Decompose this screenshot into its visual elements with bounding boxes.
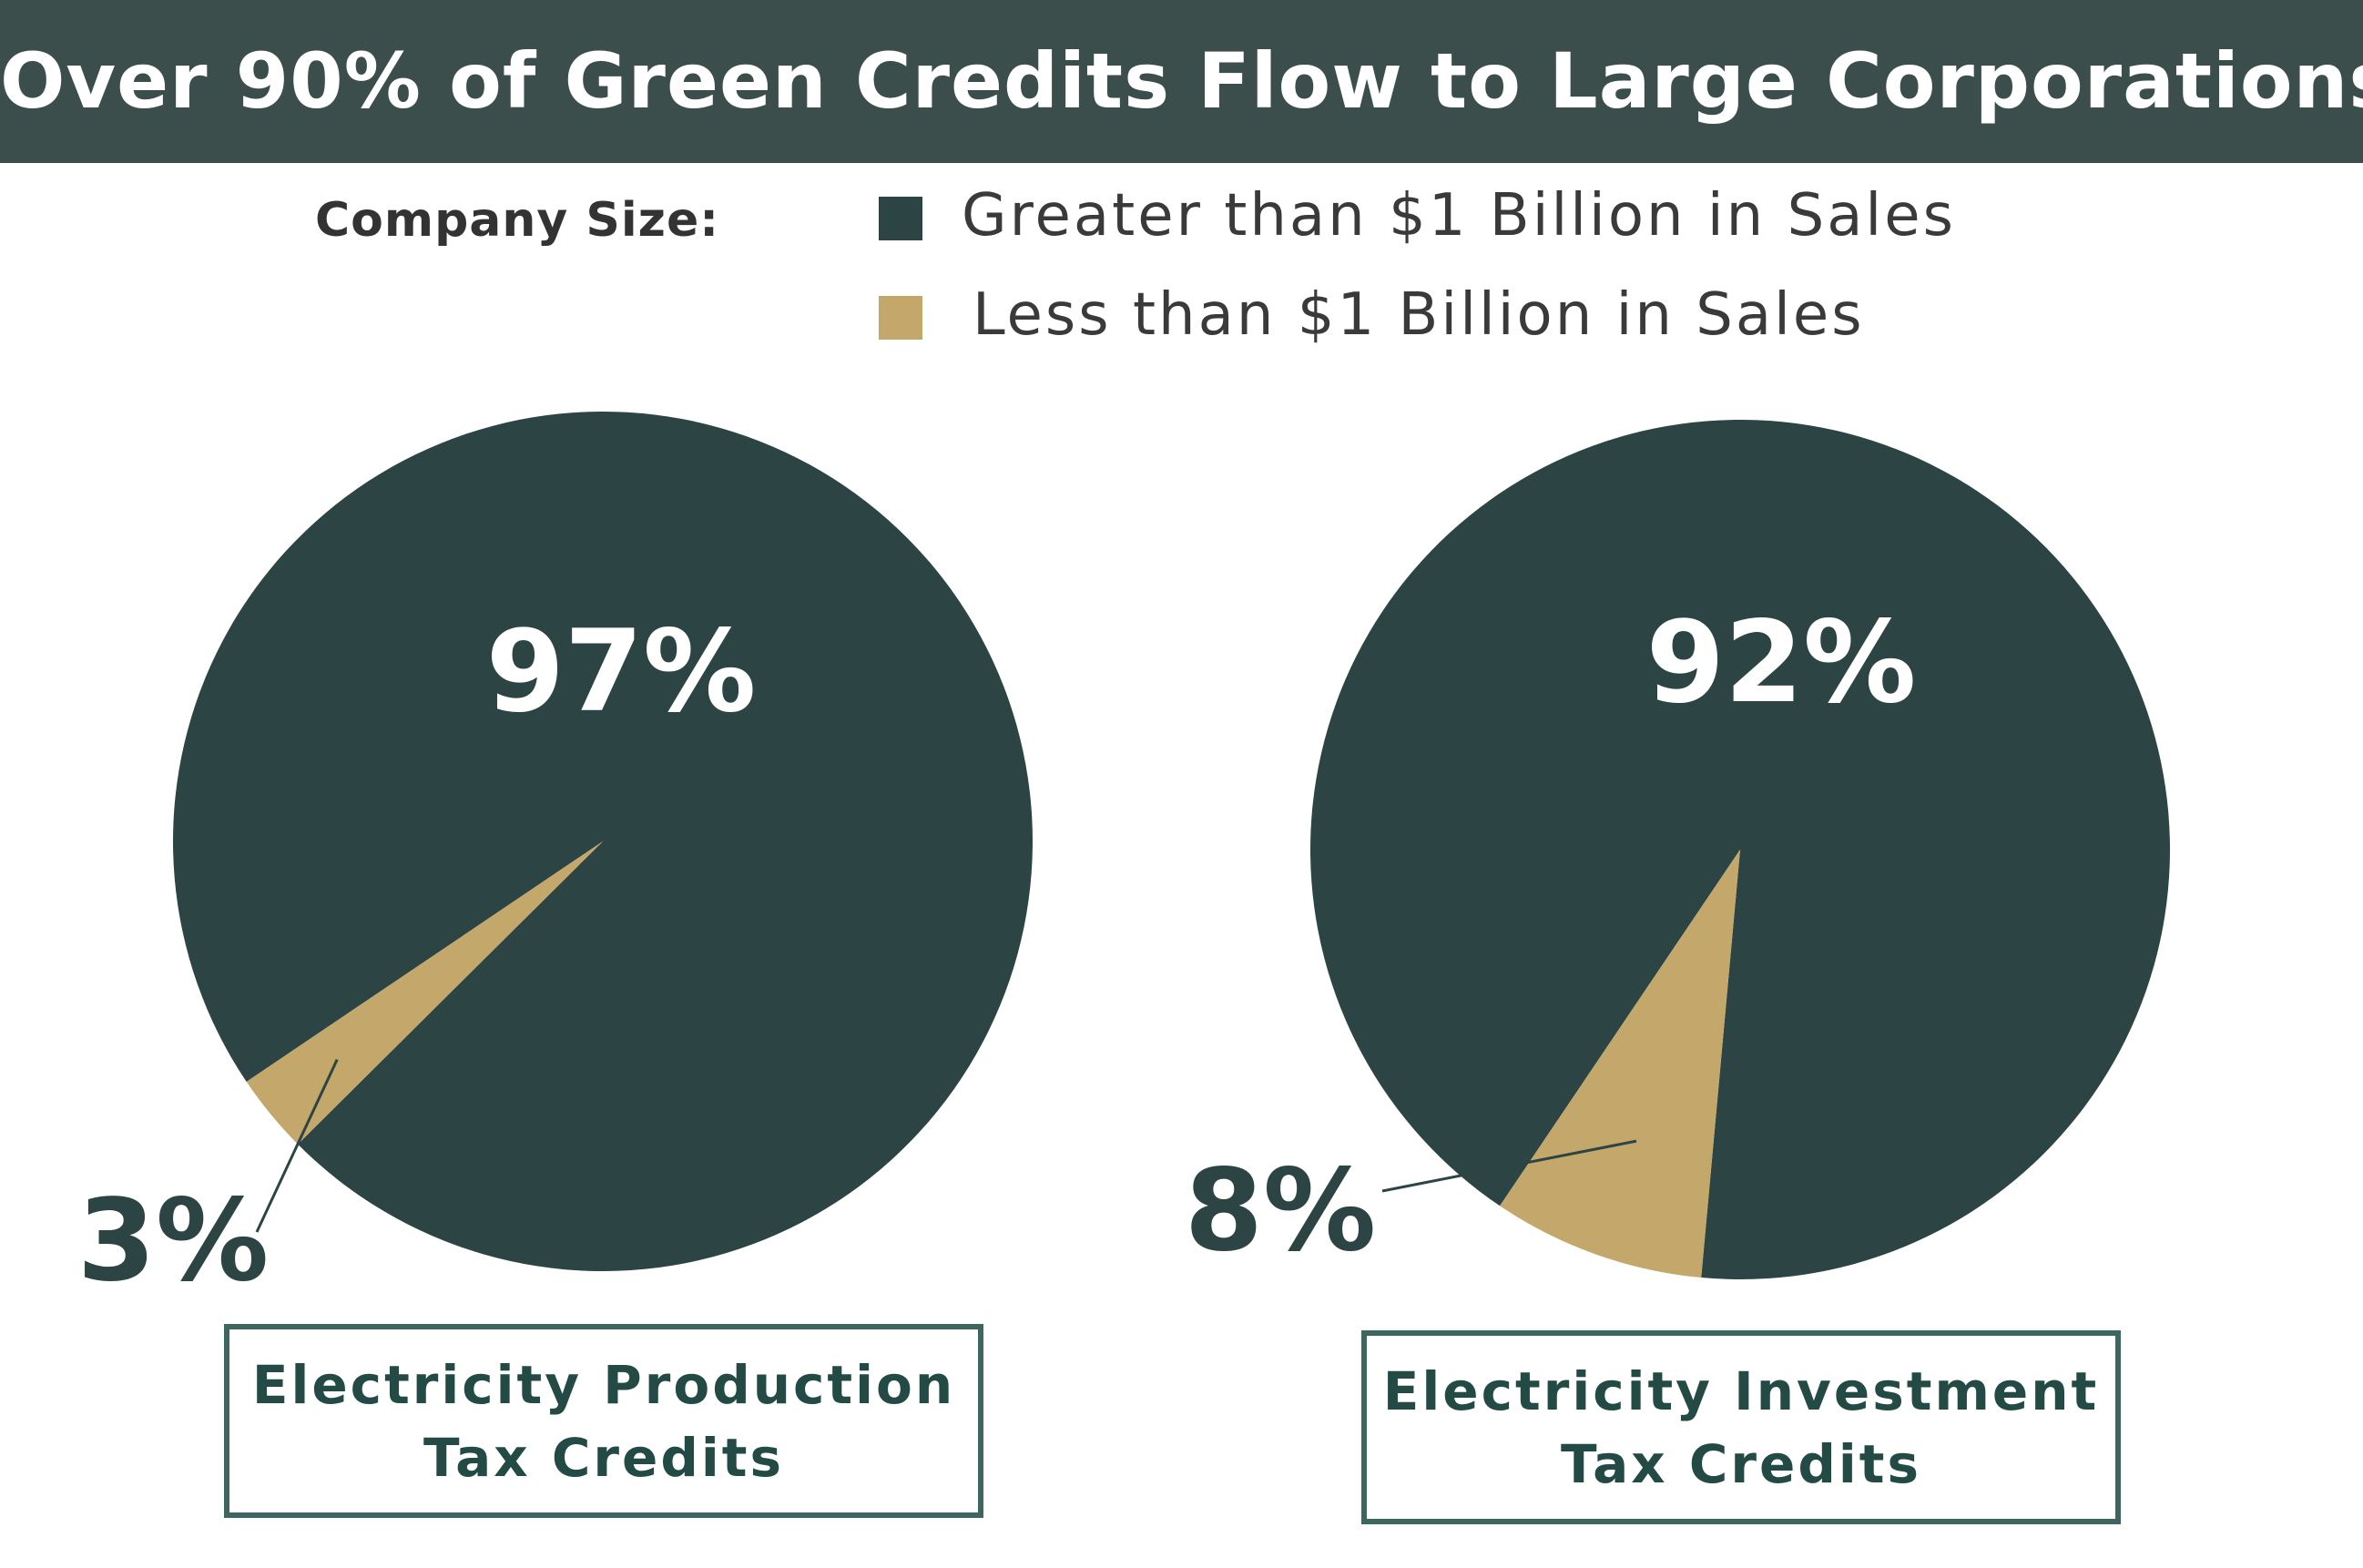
title-bar: Over 90% of Green Credits Flow to Large …: [0, 0, 2363, 163]
legend-heading: Company Size:: [315, 193, 720, 248]
caption-box-investment: Electricity Investment Tax Credits: [1361, 1330, 2121, 1524]
pie-label-investment-small: 8%: [1185, 1145, 1377, 1277]
pie-slice-investment-small: [1500, 850, 1740, 1278]
pie-label-production-large: 97%: [486, 606, 757, 738]
pie-chart-production: 97% 3%: [77, 412, 1034, 1307]
legend-swatch-small: [879, 296, 922, 340]
legend-label-small: Less than $1 Billion in Sales: [973, 281, 1865, 349]
pie-label-production-small: 3%: [77, 1176, 270, 1307]
legend-swatch-large: [879, 197, 922, 240]
pie-slice-production-small: [246, 841, 603, 1145]
caption-production: Electricity Production Tax Credits: [251, 1353, 956, 1489]
pie-leader-line-investment: [1381, 1139, 1637, 1193]
pie-label-investment-large: 92%: [1646, 597, 1917, 728]
chart-title: Over 90% of Green Credits Flow to Large …: [0, 36, 2363, 126]
pie-slice-investment-large: [1309, 420, 2170, 1279]
pie-chart-investment: 92% 8%: [1185, 420, 2170, 1279]
caption-investment: Electricity Investment Tax Credits: [1382, 1359, 2100, 1495]
caption-box-production: Electricity Production Tax Credits: [224, 1324, 983, 1518]
pie-leader-line-production: [255, 1059, 339, 1233]
legend-label-large: Greater than $1 Billion in Sales: [962, 182, 1956, 249]
pie-slice-production-large: [173, 412, 1034, 1272]
